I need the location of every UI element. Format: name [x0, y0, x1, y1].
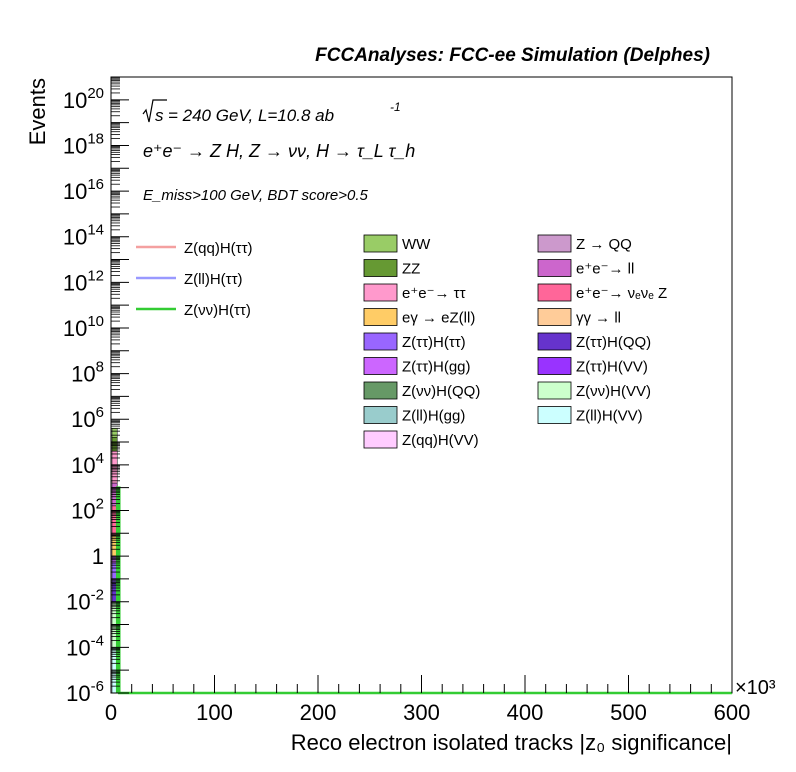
legend-bkg-swatch	[537, 357, 572, 375]
y-tick-label: 104	[71, 450, 104, 478]
annotation-selection: E_miss>100 GeV, BDT score>0.5	[143, 187, 368, 204]
y-axis-ticks: 10-6 10-4 10-2 1 102 104 106 108 1010 1012 1014 101…	[63, 76, 129, 706]
x-tick-label: 600	[714, 700, 751, 725]
annotation-process: e⁺e⁻ → Z H, Z → νν, H → τ_L τ_h	[143, 141, 415, 161]
y-tick-label: 10-6	[66, 678, 104, 706]
legend-bkg-label: Z(νν)H(QQ)	[402, 383, 480, 400]
signal-line-0	[115, 486, 732, 695]
lumi-exponent: -1	[390, 100, 401, 114]
y-tick-label: 1018	[63, 130, 104, 158]
y-axis-label: Events	[25, 78, 50, 145]
legend-bkg-swatch	[363, 308, 398, 326]
legend-bkg-label: e⁺e⁻→ ττ	[402, 285, 466, 302]
legend-bkg-swatch	[537, 283, 572, 302]
legend-bkg-label: ZZ	[402, 261, 420, 278]
legend-bkg-swatch	[363, 259, 398, 277]
y-tick-label: 106	[71, 404, 104, 432]
legend-background: WW Z → QQ ZZ e⁺e⁻→ ll e⁺e⁻→ ττ e⁺e⁻→ νₑνₑ Z eγ…	[363, 234, 667, 449]
y-tick-label: 1014	[63, 222, 104, 250]
y-tick-label: 1020	[63, 85, 104, 113]
legend-bkg-label: e⁺e⁻→ ll	[576, 261, 634, 278]
legend-bkg-label: Z(qq)H(VV)	[402, 432, 479, 449]
y-tick-label: 10-4	[66, 632, 104, 660]
legend-bkg-swatch	[363, 381, 398, 400]
legend-bkg-label: Z(νν)H(VV)	[576, 383, 651, 400]
legend-bkg-swatch	[537, 308, 572, 326]
legend-bkg-label: Z(ττ)H(VV)	[576, 359, 648, 376]
legend-bkg-label: Z → QQ	[576, 236, 632, 253]
legend-signal: Z(qq)H(ττ) Z(ll)H(ττ) Z(νν)H(ττ)	[136, 240, 253, 319]
y-tick-label: 1010	[63, 313, 104, 341]
y-tick-label: 1	[92, 544, 104, 569]
legend-bkg-label: e⁺e⁻→ νₑνₑ Z	[576, 285, 667, 302]
legend-bkg-label: Z(ττ)H(ττ)	[402, 334, 466, 351]
legend-bkg-label: Z(ll)H(VV)	[576, 408, 643, 425]
legend-bkg-label: Z(ττ)H(QQ)	[576, 334, 651, 351]
annotation-energy: s = 240 GeV, L=10.8 ab -1	[142, 99, 401, 125]
legend-bkg-swatch	[537, 406, 572, 424]
legend-bkg-swatch	[537, 381, 572, 400]
legend-signal-label: Z(νν)H(ττ)	[184, 302, 251, 319]
x-tick-label: 200	[300, 700, 337, 725]
legend-signal-label: Z(ll)H(ττ)	[184, 271, 243, 288]
legend-bkg-swatch	[363, 430, 398, 449]
legend-bkg-swatch	[363, 357, 398, 375]
y-tick-label: 1012	[63, 267, 104, 295]
x-tick-label: 0	[105, 700, 117, 725]
legend-bkg-swatch	[363, 332, 398, 351]
legend-signal-label: Z(qq)H(ττ)	[184, 240, 253, 257]
x-axis-label: Reco electron isolated tracks |z₀ signif…	[291, 730, 732, 755]
legend-bkg-swatch	[537, 332, 572, 351]
legend-bkg-swatch	[537, 234, 572, 253]
legend-bkg-label: WW	[402, 236, 431, 253]
y-tick-label: 102	[71, 495, 104, 523]
y-tick-label: 10-2	[66, 587, 104, 615]
legend-bkg-swatch	[363, 406, 398, 424]
signal-lines	[115, 486, 732, 695]
x-tick-label: 400	[507, 700, 544, 725]
y-tick-label: 108	[71, 359, 104, 387]
chart-title: FCCAnalyses: FCC-ee Simulation (Delphes)	[315, 45, 710, 66]
legend-bkg-label: Z(ττ)H(gg)	[402, 359, 471, 376]
legend-bkg-label: Z(ll)H(gg)	[402, 408, 465, 425]
x-tick-label: 100	[196, 700, 233, 725]
y-tick-label: 1016	[63, 176, 104, 204]
x-axis-ticks: 0 100 200 300 400 500 600	[105, 675, 750, 725]
legend-bkg-swatch	[363, 283, 398, 302]
legend-bkg-swatch	[363, 234, 398, 253]
legend-bkg-label: eγ → eZ(ll)	[402, 310, 475, 327]
bar-segment-0	[111, 428, 118, 438]
x-tick-label: 300	[403, 700, 440, 725]
x-multiplier: ×10³	[735, 677, 776, 699]
legend-bkg-label: γγ → ll	[576, 310, 621, 327]
energy-text: = 240 GeV, L=10.8 ab	[168, 106, 334, 125]
x-tick-label: 500	[610, 700, 647, 725]
legend-bkg-swatch	[537, 259, 572, 277]
energy-sqrt: s	[155, 106, 164, 125]
